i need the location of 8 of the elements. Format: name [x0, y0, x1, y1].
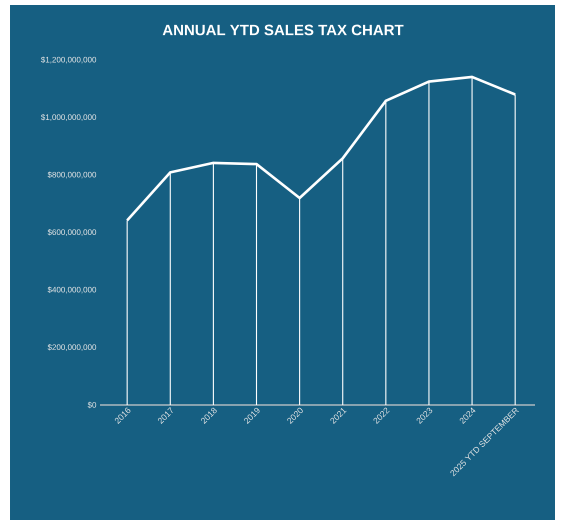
y-tick-label: $800,000,000 — [48, 172, 96, 178]
y-tick-label: $1,200,000,000 — [40, 56, 96, 64]
chart-title: ANNUAL YTD SALES TAX CHART — [162, 24, 404, 36]
y-tick-label: $600,000,000 — [48, 229, 96, 236]
y-tick-label: $400,000,000 — [48, 286, 96, 294]
y-tick-label: $0 — [88, 402, 96, 408]
y-tick-label: $200,000,000 — [48, 344, 96, 351]
y-tick-label: $1,000,000,000 — [40, 114, 96, 121]
